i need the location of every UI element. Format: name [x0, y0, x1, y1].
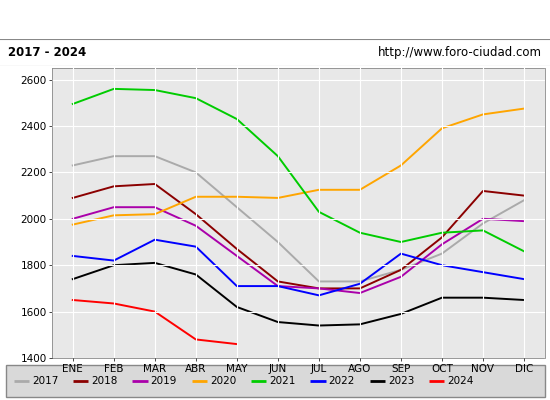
Text: Evolucion del paro registrado en San Pedro del Pinatar: Evolucion del paro registrado en San Ped… — [66, 12, 484, 26]
Text: 2020: 2020 — [210, 376, 236, 386]
Text: 2023: 2023 — [388, 376, 414, 386]
Text: 2022: 2022 — [328, 376, 355, 386]
Text: 2021: 2021 — [269, 376, 295, 386]
Text: 2018: 2018 — [91, 376, 118, 386]
Text: 2017 - 2024: 2017 - 2024 — [8, 46, 86, 59]
Text: http://www.foro-ciudad.com: http://www.foro-ciudad.com — [378, 46, 542, 59]
Bar — [6, 365, 544, 397]
Text: 2024: 2024 — [447, 376, 474, 386]
Text: 2019: 2019 — [151, 376, 177, 386]
Text: 2017: 2017 — [32, 376, 58, 386]
